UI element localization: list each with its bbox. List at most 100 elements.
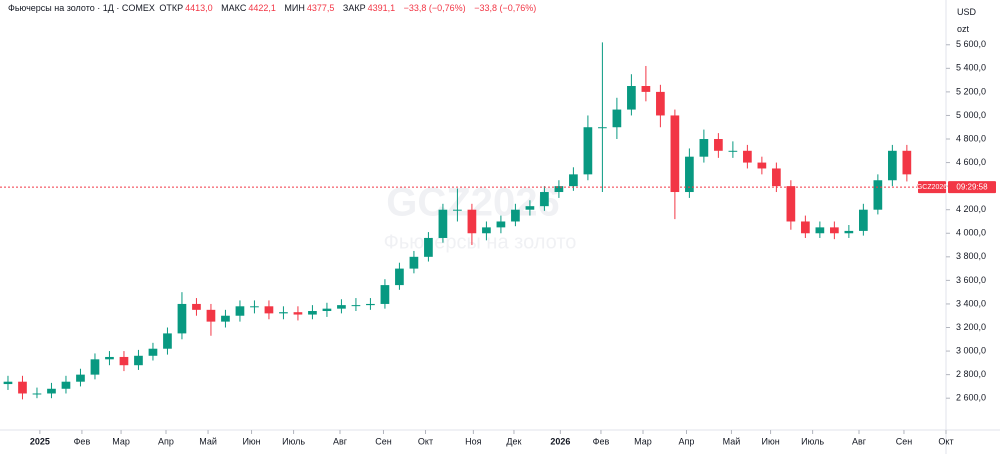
candle-body (351, 305, 361, 307)
x-tick-label: Авг (333, 436, 348, 446)
low-label: МИН (284, 3, 305, 13)
x-tick-label: Сен (375, 436, 392, 446)
symbol-tag (918, 181, 946, 194)
y-tick-label: 3 000,0 (956, 345, 986, 355)
x-tick-label: Июль (801, 436, 824, 446)
x-tick-label: Дек (506, 436, 521, 446)
candle-body (192, 303, 201, 310)
candle-body (47, 388, 56, 394)
candle-body (177, 303, 187, 334)
y-tick-label: 2 600,0 (956, 393, 986, 403)
x-tick-label: Май (723, 436, 741, 446)
candle-body (583, 127, 593, 175)
x-tick-label: Мар (112, 436, 130, 446)
candle-body (830, 227, 839, 234)
candle-body (453, 209, 462, 211)
x-tick-label: Мар (634, 436, 652, 446)
y-tick-label: 5 400,0 (956, 63, 986, 73)
watermark-subtitle: Фьючерсы на золото (384, 231, 577, 253)
candle-body (366, 303, 375, 306)
y-tick-label: 4 200,0 (956, 204, 986, 214)
candle-body (409, 256, 419, 269)
x-tick-label: Фев (593, 436, 610, 446)
y-tick-label: 4 600,0 (956, 157, 986, 167)
candle-body (656, 91, 665, 116)
candle-body (525, 206, 535, 210)
candle-body (438, 209, 448, 238)
x-tick-label: Апр (158, 436, 174, 446)
x-tick-label: 2025 (30, 436, 50, 446)
x-tick-label: Окт (418, 436, 433, 446)
candle-body (279, 312, 288, 314)
candle-body (61, 381, 71, 389)
candle-body (221, 315, 230, 322)
candle-body (76, 374, 85, 382)
candle-body (786, 186, 796, 222)
candle-body (380, 285, 390, 304)
candle-body (685, 156, 694, 193)
x-tick-label: Апр (679, 436, 695, 446)
candle-body (90, 359, 100, 375)
candle-body (293, 312, 303, 315)
x-tick-label: Июль (282, 436, 305, 446)
candle-body (612, 109, 622, 128)
candle-body (467, 209, 477, 234)
candle-body (264, 306, 274, 314)
candle-body (148, 348, 158, 356)
candle-body (844, 230, 854, 234)
candle-body (206, 309, 216, 322)
candle-body (641, 86, 651, 92)
x-tick-label: Ноя (465, 436, 482, 446)
unit[interactable]: ozt (956, 24, 969, 34)
x-tick-label: Июн (242, 436, 260, 446)
x-tick-label: Май (199, 436, 217, 446)
price-tag (948, 181, 996, 194)
candle-body (308, 311, 317, 315)
high-label: МАКС (221, 3, 247, 13)
countdown: 09:29:58 (956, 182, 988, 191)
candle-body (322, 308, 332, 312)
x-tick-label: Окт (938, 436, 953, 446)
candle-body (424, 237, 433, 257)
candle-body (235, 306, 245, 316)
currency[interactable]: USD (956, 7, 976, 17)
candle-body (554, 186, 564, 193)
close-label: ЗАКР (342, 3, 366, 13)
unit-box: USD ozt (957, 4, 976, 38)
open-label: ОТКР (159, 3, 184, 13)
x-tick-label: Июн (761, 436, 779, 446)
y-tick-label: 3 600,0 (956, 275, 986, 285)
candle-body (119, 356, 129, 366)
candle-body (815, 227, 825, 234)
candle-body (801, 221, 810, 234)
instrument-title: Фьючерсы на золото · 1Д · COMEX (8, 3, 155, 13)
y-tick-label: 2 800,0 (956, 369, 986, 379)
candle-body (772, 168, 781, 187)
candle-body (873, 180, 883, 210)
candle-body (888, 150, 897, 181)
candle-body (3, 381, 13, 385)
x-tick-label: 2026 (550, 436, 570, 446)
candle-body (859, 209, 868, 231)
candle-body (250, 306, 259, 308)
y-tick-label: 3 200,0 (956, 322, 986, 332)
y-tick-label: 4 800,0 (956, 133, 986, 143)
candle-body (32, 393, 42, 395)
candle-body (714, 139, 723, 151)
candle-body (902, 150, 912, 175)
candle-body (670, 115, 680, 193)
change-value: −33,8 (−0,76%) (403, 3, 466, 13)
candle-body (728, 150, 738, 152)
x-tick-label: Фев (74, 436, 91, 446)
candle-body (337, 305, 346, 309)
candle-body (569, 174, 578, 187)
candle-body (105, 356, 114, 360)
candle-body (627, 86, 636, 110)
y-tick-label: 5 600,0 (956, 39, 986, 49)
low-value: 4377,5 (306, 3, 335, 13)
candle-body (540, 192, 549, 207)
candle-body (134, 355, 143, 366)
symbol-tag-text: GCZ2026 (917, 184, 947, 191)
